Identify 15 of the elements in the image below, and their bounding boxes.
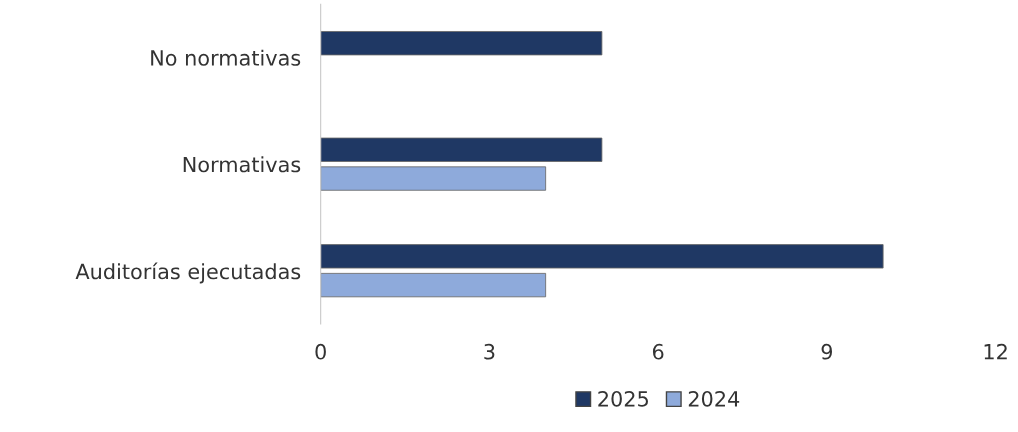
x-tick-label: 3 — [484, 343, 495, 360]
x-tick-label: 0 — [315, 343, 326, 360]
bar — [320, 31, 603, 56]
y-tick-label: Auditorías ejecutadas — [75, 262, 301, 284]
x-tick-label: 12 — [984, 343, 1007, 360]
legend-label: 2024 — [688, 390, 740, 407]
bar — [320, 137, 603, 162]
bar — [320, 244, 884, 269]
y-tick-label: Normativas — [183, 156, 301, 173]
legend-label: 2025 — [598, 390, 648, 407]
y-tick-label: No normativas — [151, 49, 301, 66]
x-tick-label: 6 — [652, 343, 664, 360]
bar — [320, 272, 547, 298]
x-tick-label: 9 — [821, 343, 833, 360]
bar — [320, 166, 547, 191]
